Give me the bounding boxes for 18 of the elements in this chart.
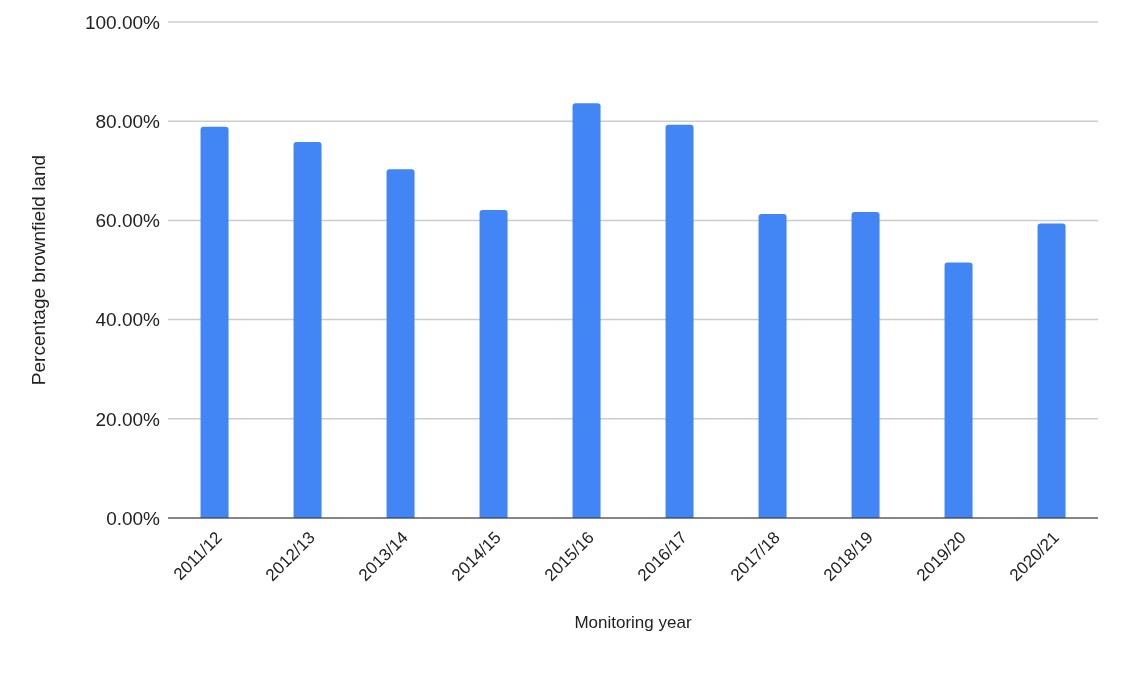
y-tick-label: 0.00% [106, 507, 161, 529]
y-tick-label: 20.00% [95, 408, 161, 430]
y-tick-label: 60.00% [95, 210, 161, 232]
bar [572, 103, 601, 518]
bar [851, 211, 880, 518]
x-axis-title: Monitoring year [574, 613, 692, 632]
bar [200, 126, 229, 518]
bar [665, 124, 694, 518]
bar [758, 213, 787, 518]
bar [293, 142, 322, 518]
y-tick-label: 80.00% [95, 110, 161, 132]
y-axis-title: Percentage brownfield land [27, 154, 49, 386]
bar [386, 169, 415, 518]
bar [944, 262, 973, 518]
bar [479, 209, 508, 518]
bar [1037, 223, 1066, 518]
y-tick-label: 40.00% [95, 309, 161, 331]
y-tick-label: 100.00% [84, 11, 161, 33]
